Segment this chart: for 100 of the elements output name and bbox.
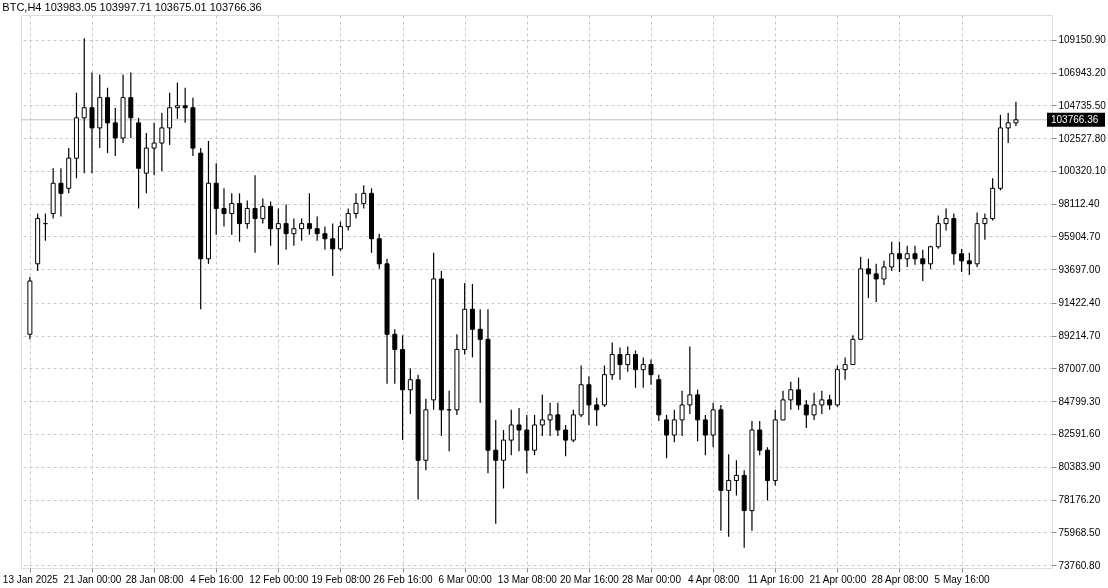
candlestick — [159, 112, 165, 172]
candlestick — [966, 252, 972, 276]
y-tick-label: 106943.20 — [1058, 67, 1107, 79]
candlestick — [803, 399, 809, 429]
x-tick-label: 4 Feb 16:00 — [190, 573, 244, 585]
candlestick — [873, 263, 879, 303]
y-tick-label: 91422.40 — [1058, 297, 1101, 309]
x-tick-label: 5 May 16:00 — [934, 573, 991, 585]
x-tick-label: 13 Jan 2025 — [2, 573, 59, 585]
candlestick — [283, 203, 289, 251]
candlestick — [322, 225, 328, 251]
candlestick — [594, 397, 600, 427]
candlestick — [842, 356, 848, 381]
candlestick — [896, 241, 902, 273]
candlestick — [547, 402, 553, 437]
candlestick — [392, 328, 398, 385]
y-tick-label: 98112.40 — [1058, 198, 1100, 210]
candlestick — [237, 192, 243, 243]
candlestick — [493, 419, 499, 525]
candlestick — [687, 345, 693, 415]
x-tick-label: 4 Apr 08:00 — [688, 573, 740, 585]
x-tick-label: 6 Mar 00:00 — [438, 573, 493, 585]
candlestick — [1013, 101, 1019, 127]
x-tick-label: 28 Apr 08:00 — [871, 573, 929, 585]
candlestick — [563, 424, 569, 457]
candlestick — [648, 358, 654, 386]
candlestick — [337, 220, 343, 252]
x-tick-label: 28 Jan 08:00 — [125, 573, 184, 585]
candlestick — [314, 215, 320, 242]
chart-title: BTC,H4 103983.05 103997.71 103675.01 103766.36 — [2, 1, 262, 13]
x-tick-label: 28 Mar 00:00 — [622, 573, 682, 585]
candlestick — [221, 187, 227, 228]
candlestick — [935, 215, 941, 250]
candlestick — [796, 377, 802, 411]
ref-line-label: 103766.36 — [1051, 113, 1099, 125]
candlestick — [353, 192, 359, 220]
candlestick — [182, 87, 188, 124]
candlestick — [726, 453, 732, 538]
candlestick — [229, 192, 235, 236]
y-tick-label: 100320.10 — [1058, 165, 1107, 177]
candlestick — [407, 367, 413, 415]
y-tick-label: 73760.80 — [1058, 559, 1101, 571]
x-tick-label: 12 Feb 00:00 — [249, 573, 309, 585]
candlestick — [469, 283, 475, 359]
candlestick — [128, 71, 134, 139]
candlestick — [291, 217, 297, 247]
candlestick — [508, 409, 514, 456]
candlestick — [555, 402, 561, 437]
candlestick — [477, 308, 483, 404]
x-tick-label: 13 Mar 08:00 — [497, 573, 558, 585]
candlestick — [865, 258, 871, 299]
candlestick — [788, 381, 794, 411]
x-tick-label: 19 Feb 08:00 — [311, 573, 371, 585]
candlestick — [632, 349, 638, 389]
candlestick — [664, 414, 670, 459]
candlestick — [516, 407, 522, 452]
x-tick-label: 20 Mar 16:00 — [559, 573, 620, 585]
y-tick-label: 93697.00 — [1058, 263, 1101, 275]
candlestick — [306, 192, 312, 236]
candlestick — [252, 174, 258, 254]
x-tick-label: 21 Apr 00:00 — [809, 573, 867, 585]
candlestick — [275, 207, 281, 266]
candlestick — [757, 420, 763, 456]
x-tick-label: 21 Jan 00:00 — [63, 573, 122, 585]
y-tick-label: 109150.90 — [1058, 34, 1107, 46]
candlestick — [671, 409, 677, 443]
candlestick — [679, 390, 685, 437]
y-tick-label: 82591.60 — [1058, 428, 1101, 440]
candlestick — [617, 346, 623, 381]
y-tick-label: 104735.50 — [1058, 99, 1107, 111]
candlestick — [943, 207, 949, 232]
candlestick — [609, 341, 615, 381]
candlestick — [889, 241, 895, 272]
y-tick-label: 84799.30 — [1058, 395, 1101, 407]
candlestick — [167, 92, 173, 146]
y-tick-label: 102527.80 — [1058, 132, 1107, 144]
candlestick — [58, 167, 64, 218]
candlestick — [959, 248, 965, 273]
candlestick — [780, 390, 786, 421]
candlestick — [501, 429, 506, 490]
candlestick — [89, 71, 95, 174]
candlestick — [330, 223, 336, 277]
candlestick — [819, 390, 825, 415]
candlestick — [345, 207, 351, 232]
candlestick — [151, 122, 157, 176]
candlestick — [1005, 112, 1011, 144]
candlestick — [174, 82, 180, 120]
x-tick-label: 11 Apr 16:00 — [747, 573, 805, 585]
candlestick — [112, 107, 118, 157]
y-tick-label: 75968.50 — [1058, 526, 1101, 538]
candlestick — [586, 375, 592, 426]
candlestick — [268, 200, 274, 247]
candlestick — [982, 212, 988, 241]
candlestick — [625, 345, 631, 373]
candlestick — [920, 249, 926, 282]
y-tick-label: 87007.00 — [1058, 362, 1101, 374]
candlestick — [299, 217, 305, 242]
candlestick — [640, 356, 646, 389]
candlestick — [81, 37, 87, 174]
candlestick — [260, 197, 266, 225]
